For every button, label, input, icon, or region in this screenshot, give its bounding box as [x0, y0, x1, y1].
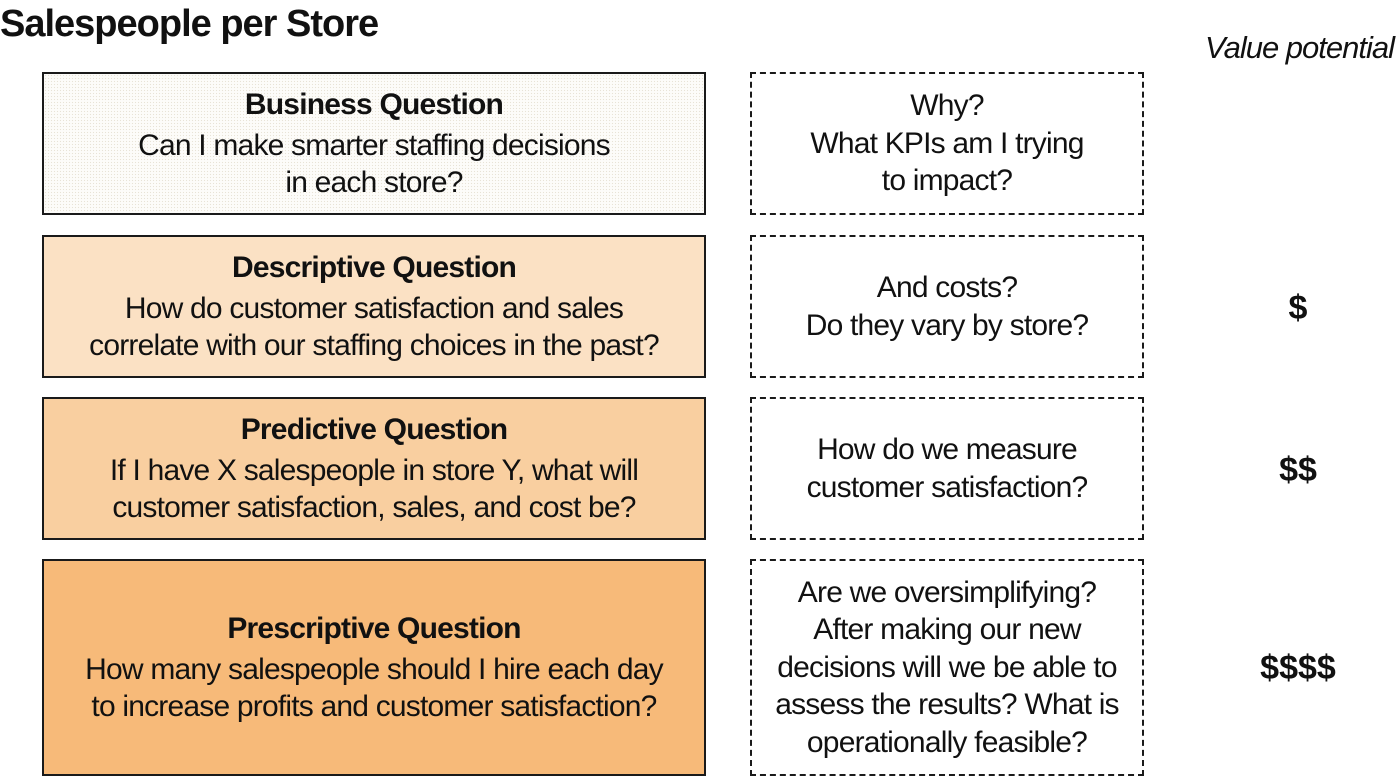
descriptive-question-box: Descriptive Question How do customer sat… [42, 235, 706, 378]
prescriptive-question-note: Are we oversimplifying? After making our… [750, 559, 1144, 776]
prescriptive-question-box: Prescriptive Question How many salespeop… [42, 559, 706, 776]
prescriptive-value-potential: $$$$ [1260, 649, 1336, 687]
predictive-question-note: How do we measure customer satisfaction? [750, 397, 1144, 540]
predictive-question-title: Predictive Question [240, 413, 508, 446]
predictive-question-text: If I have X salespeople in store Y, what… [109, 454, 639, 524]
prescriptive-question-text: How many salespeople should I hire each … [85, 653, 663, 723]
business-question-box: Business Question Can I make smarter sta… [42, 72, 706, 215]
value-potential-header: Value potential [1205, 30, 1395, 65]
descriptive-value-potential: $ [1288, 289, 1308, 327]
prescriptive-question-title: Prescriptive Question [227, 612, 521, 645]
predictive-question-box: Predictive Question If I have X salespeo… [42, 397, 706, 540]
descriptive-question-title: Descriptive Question [231, 251, 517, 284]
business-question-text: Can I make smarter staffing decisions in… [138, 129, 611, 199]
business-question-note: Why? What KPIs am I trying to impact? [750, 72, 1144, 215]
descriptive-question-text: How do customer satisfaction and sales c… [89, 292, 660, 362]
business-question-title: Business Question [244, 88, 504, 121]
descriptive-question-note: And costs? Do they vary by store? [750, 235, 1144, 378]
predictive-value-potential: $$ [1279, 451, 1317, 489]
diagram-title: Salespeople per Store [0, 3, 379, 45]
